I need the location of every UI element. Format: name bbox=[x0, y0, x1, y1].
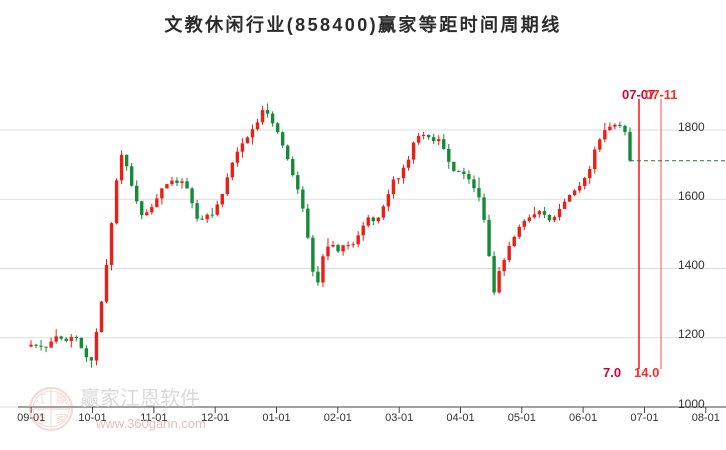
svg-text:赢: 赢 bbox=[55, 391, 67, 406]
svg-text:家: 家 bbox=[55, 411, 67, 426]
svg-text:江: 江 bbox=[34, 392, 46, 406]
svg-text:赢家江恩软件: 赢家江恩软件 bbox=[80, 387, 200, 410]
svg-text:恩: 恩 bbox=[34, 412, 46, 426]
svg-text:www.360gann.com: www.360gann.com bbox=[95, 416, 206, 431]
